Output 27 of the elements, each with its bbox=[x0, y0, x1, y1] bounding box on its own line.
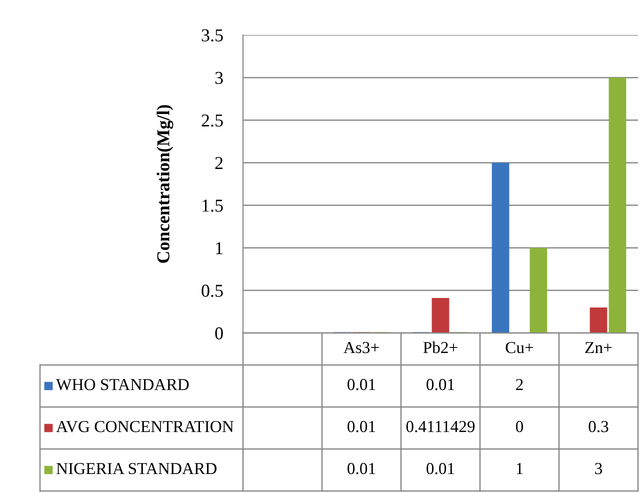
data-label: 0.01 bbox=[426, 378, 454, 390]
y-tick-label: 2.5 bbox=[202, 114, 223, 127]
data-label: 0.01 bbox=[426, 462, 454, 474]
y-tick-label: 3 bbox=[215, 72, 223, 84]
y-axis-title: Concentration(Mg/l) bbox=[156, 105, 174, 263]
data-label: 2 bbox=[516, 378, 523, 390]
legend-label: AVG CONCENTRATION bbox=[56, 420, 234, 432]
y-tick-label: 1 bbox=[216, 242, 222, 254]
data-label: 3 bbox=[595, 462, 602, 474]
data-label: 0.01 bbox=[348, 420, 376, 432]
data-label: 0.3 bbox=[588, 420, 608, 432]
x-tick-label: As3+ bbox=[344, 342, 379, 354]
data-label: 0 bbox=[516, 420, 524, 432]
data-label: 0.01 bbox=[348, 378, 376, 390]
x-tick-label: Cu+ bbox=[506, 342, 534, 354]
data-label: 0.4111429 bbox=[406, 420, 475, 432]
y-tick-label: 1.5 bbox=[202, 200, 223, 212]
data-label: 0.01 bbox=[348, 462, 376, 474]
x-tick-label: Pb2+ bbox=[423, 341, 458, 354]
data-label: 1 bbox=[516, 463, 523, 474]
y-tick-label: 0.5 bbox=[202, 284, 223, 297]
legend-label: NIGERIA STANDARD bbox=[56, 462, 217, 474]
legend-label: WHO STANDARD bbox=[56, 378, 189, 390]
x-tick-label: Zn+ bbox=[585, 342, 612, 354]
y-tick-label: 3.5 bbox=[202, 29, 223, 42]
y-tick-label: 2 bbox=[215, 157, 223, 169]
y-tick-label: 0 bbox=[215, 327, 223, 340]
